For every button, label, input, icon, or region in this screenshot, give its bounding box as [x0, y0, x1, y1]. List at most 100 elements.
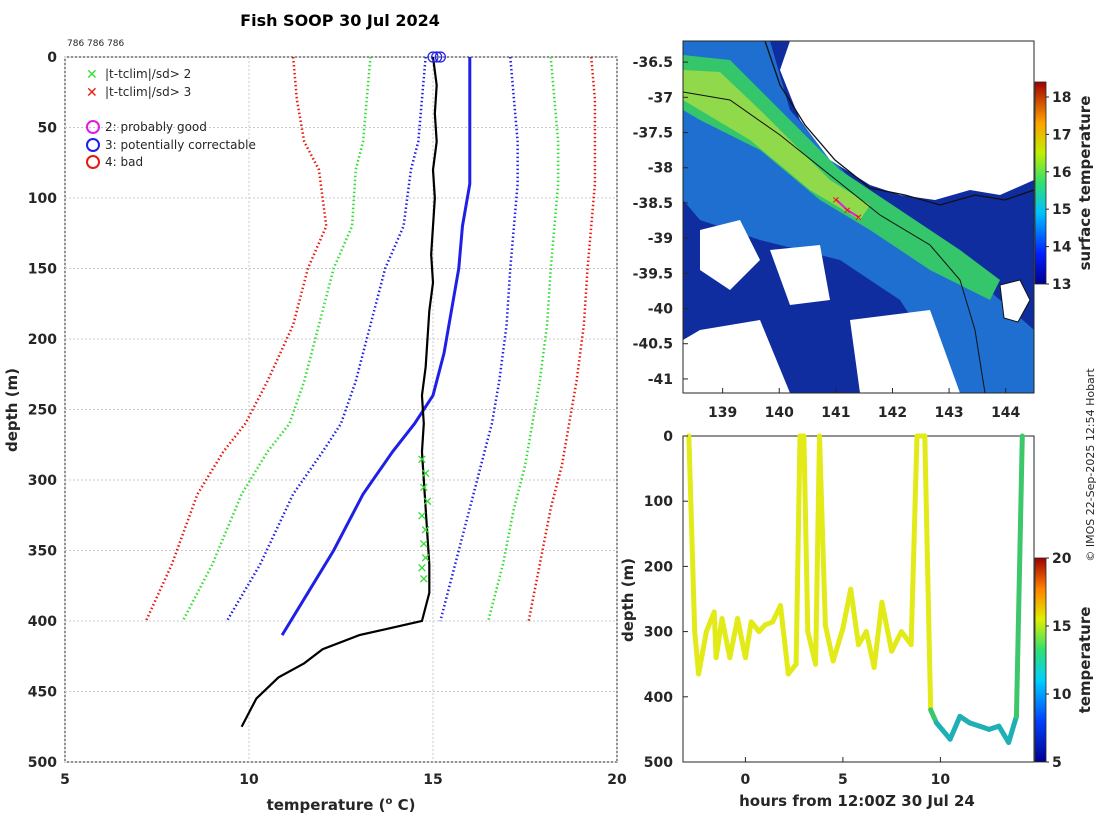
- series-clim-3sd-left: [144, 56, 328, 622]
- legend-label: 4: bad: [105, 155, 143, 169]
- depth-time-segment: [686, 433, 698, 635]
- legend-label: 3: potentially correctable: [105, 138, 256, 152]
- track-marker: ✕: [854, 213, 862, 224]
- x-tick-label: 10: [931, 772, 951, 788]
- y-tick-label: 250: [28, 403, 57, 419]
- map-coastline: [764, 41, 1034, 206]
- legend-item-blue-o: 3: potentially correctable: [86, 138, 256, 152]
- colorbar-tick-label: 14: [1052, 240, 1072, 256]
- depth-time-series: [686, 433, 1025, 745]
- x-tick-label: 5: [60, 772, 70, 788]
- depth-time-colorbar: [1034, 557, 1047, 763]
- profile-legend: ✕ |t-tclim|/sd> 2 ✕ |t-tclim|/sd> 3 2: p…: [86, 67, 256, 169]
- y-tick-label: 500: [644, 755, 673, 771]
- y-tick-label: -41: [648, 372, 673, 388]
- y-tick-label: 350: [28, 544, 57, 560]
- map-cloud-gap-3: [683, 320, 790, 393]
- y-tick-label: -38.5: [633, 196, 673, 212]
- depth-time-segment: [908, 433, 920, 648]
- map-field: ✕✕✕: [683, 41, 1034, 393]
- x-tick-label: 5: [838, 772, 848, 788]
- colorbar-tick-label: 5: [1052, 755, 1062, 771]
- series-clim-2sd-right: [486, 56, 560, 622]
- legend-label: |t-tclim|/sd> 3: [105, 85, 191, 99]
- flag-marker: ✕: [418, 537, 429, 552]
- depth-time-segment: [889, 629, 904, 654]
- y-tick-label: -39.5: [633, 266, 673, 282]
- legend-marker-red-x: ✕: [86, 85, 98, 101]
- colorbar-tick-label: 18: [1052, 90, 1071, 106]
- map-land: [780, 41, 1034, 200]
- depth-time-segment: [947, 713, 963, 742]
- depth-time-segment: [727, 616, 741, 661]
- x-tick-label: 140: [765, 405, 794, 421]
- y-tick-label: 0: [663, 429, 673, 445]
- flag-marker: ✕: [418, 481, 429, 496]
- map-colorbar-ticks: 13 14 15 16 17 18: [1046, 90, 1072, 293]
- series-clim-1sd-right: [439, 56, 519, 622]
- depth-time-segment: [879, 599, 895, 654]
- x-tick-label: 0: [741, 772, 751, 788]
- y-tick-label: -37: [648, 90, 673, 106]
- surface-marker: [427, 51, 439, 63]
- y-tick-label: 300: [28, 473, 57, 489]
- y-tick-label: 200: [644, 559, 673, 575]
- flag-marker: ✕: [417, 561, 428, 576]
- depth-time-segment: [801, 433, 811, 635]
- colorbar-tick-label: 10: [1052, 687, 1072, 703]
- depth-time-segment: [830, 625, 846, 664]
- x-tick-label: 139: [708, 405, 737, 421]
- map-ticks: 139 140 141 142 143 144 -36.5 -37 -37.5 -38 -38.5 -…: [633, 55, 1021, 421]
- y-tick-label: -37.5: [633, 126, 673, 142]
- colorbar-tick-label: 20: [1052, 551, 1072, 567]
- y-tick-label: 150: [28, 262, 57, 278]
- surface-marker: [434, 51, 446, 63]
- depth-time-colorbar-ticks: 5 10 15 20: [1046, 551, 1072, 771]
- depth-time-segment: [719, 616, 733, 661]
- legend-marker-blue-o: [86, 138, 100, 152]
- y-tick-label: -40.5: [633, 337, 673, 353]
- map-shelf-contour: [683, 91, 986, 393]
- map-cloud-gap-2: [770, 245, 830, 305]
- y-tick-label: -40: [648, 302, 674, 318]
- x-tick-label: 15: [423, 772, 442, 788]
- ids-label: 786 786 786: [67, 39, 125, 49]
- x-tick-label: 20: [607, 772, 627, 788]
- legend-marker-red-o: [86, 155, 100, 169]
- x-tick-label: 143: [934, 405, 963, 421]
- series-clim-2sd-left: [181, 56, 372, 622]
- depth-time-segment: [934, 720, 953, 742]
- depth-time-segment: [848, 586, 861, 648]
- credit-text: © IMOS 22-Sep-2025 12:54 Hobart: [1084, 368, 1097, 562]
- flag-marker: ✕: [420, 523, 431, 538]
- depth-time-ylabel: depth (m): [619, 558, 637, 642]
- profile-xlabel: temperature (o C): [267, 796, 416, 814]
- series-clim-3sd-right: [527, 56, 597, 622]
- colorbar-tick-label: 17: [1052, 127, 1071, 143]
- y-tick-label: -38: [648, 161, 673, 177]
- y-tick-label: 0: [47, 50, 57, 66]
- flag-marker: ✕: [418, 573, 429, 588]
- depth-time-frame: [682, 435, 1035, 763]
- y-tick-label: 450: [28, 685, 57, 701]
- x-tick-label: 10: [239, 772, 259, 788]
- legend-label: 2: probably good: [105, 120, 207, 134]
- colorbar-tick-label: 16: [1052, 165, 1071, 181]
- depth-time-segment: [871, 599, 885, 670]
- surface-marker: [431, 51, 443, 63]
- figure-title: Fish SOOP 30 Jul 2024: [240, 11, 440, 30]
- depth-time-segment: [817, 433, 828, 628]
- depth-time-segment: [922, 433, 934, 713]
- track-line: [835, 198, 860, 218]
- series-climatology-mean: [280, 57, 472, 636]
- depth-time-segment: [1013, 433, 1025, 719]
- map-colorbar-label: surface temperature: [1076, 96, 1094, 271]
- colorbar-tick-label: 15: [1052, 619, 1071, 635]
- y-tick-label: -39: [648, 231, 673, 247]
- y-tick-label: 100: [644, 494, 673, 510]
- x-tick-label: 144: [991, 405, 1020, 421]
- depth-time-segment: [822, 622, 836, 664]
- y-tick-label: 400: [28, 614, 57, 630]
